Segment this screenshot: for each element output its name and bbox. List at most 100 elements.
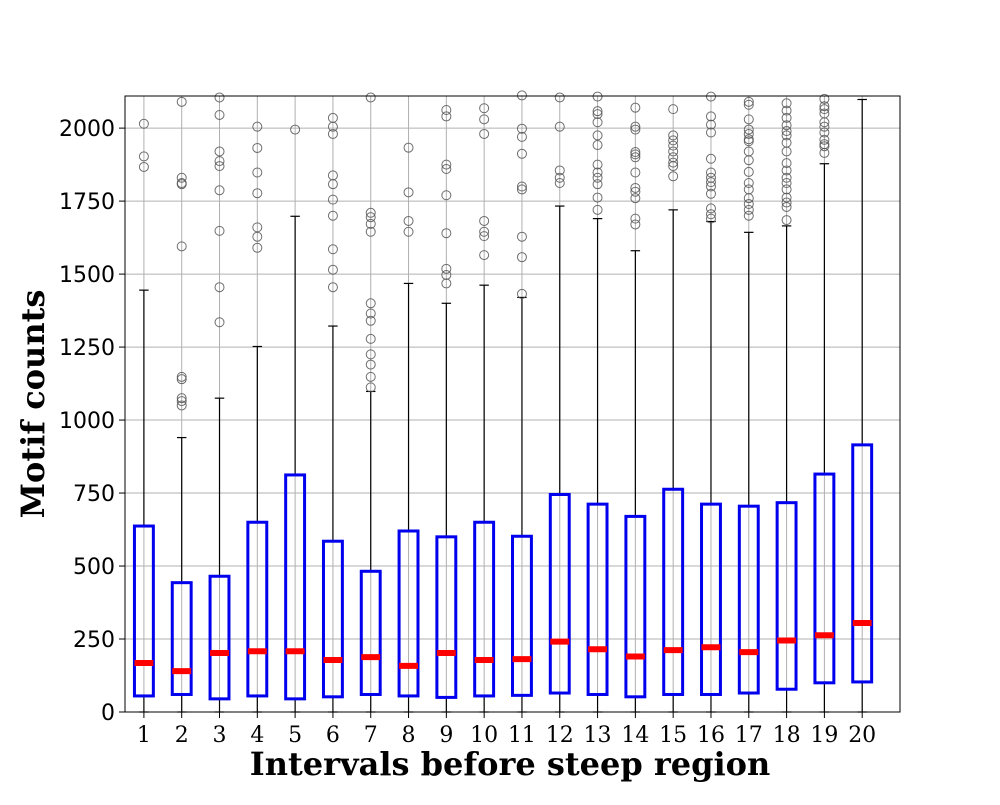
outlier-point [516,131,527,142]
outlier-point [176,396,187,407]
outlier-point [630,193,641,204]
iqr-box [208,574,231,701]
outlier-point [138,151,149,162]
iqr-box [246,520,269,698]
outlier-point [743,99,754,110]
y-tick-label: 1500 [59,263,115,288]
outlier-point [668,152,679,163]
box-group-20 [851,98,874,713]
outlier-point [214,146,225,157]
outlier-point [781,112,792,123]
outlier-point [365,92,376,103]
y-tick-label: 2000 [59,117,115,142]
x-tick-label: 9 [439,723,453,748]
outlier-point [743,128,754,139]
iqr-box [700,502,722,696]
x-tick-label: 5 [288,723,302,748]
iqr-box [662,487,685,696]
plot-frame [124,95,901,713]
outlier-point [176,374,187,385]
box-group-18 [775,98,798,713]
x-tick-label: 16 [697,723,725,748]
outlier-point [516,123,527,134]
outlier-point [592,179,603,190]
box-group-19 [813,93,836,713]
outlier-point [516,288,527,299]
x-tick-label: 13 [584,723,612,748]
outlier-point [819,93,830,104]
iqr-box [775,501,798,691]
x-tick-label: 4 [250,723,264,748]
box-group-17 [737,96,760,713]
outlier-point [630,219,641,230]
outlier-point [403,142,414,153]
outlier-point [705,213,716,224]
outlier-point [705,172,716,183]
outlier-point [176,172,187,183]
outlier-point [365,359,376,370]
outlier-point [781,158,792,169]
outlier-point [516,184,527,195]
outlier-point [705,153,716,164]
outlier-point [252,222,263,233]
outlier-point [214,317,225,328]
outlier-point [327,210,338,221]
outlier-point [441,190,452,201]
outlier-point [592,172,603,183]
outlier-point [516,148,527,159]
x-tick-label: 17 [735,723,763,748]
outlier-point [403,226,414,237]
outlier-point [819,127,830,138]
box-group-14 [624,102,647,713]
outlier-point [479,231,490,242]
box-group-9 [435,105,458,713]
x-tick-label: 8 [402,723,416,748]
outlier-point [516,181,527,192]
y-tick-label: 1000 [59,409,115,434]
outlier-point [630,213,641,224]
y-tick-label: 500 [73,555,115,580]
iqr-box [851,443,874,684]
outlier-point [705,209,716,220]
outlier-point [441,278,452,289]
outlier-point [781,105,792,116]
outlier-point [781,120,792,131]
outlier-point [592,192,603,203]
outlier-point [819,101,830,112]
outlier-point [630,186,641,197]
box-group-12 [548,92,571,713]
box-group-1 [132,118,155,713]
outlier-point [630,152,641,163]
outlier-point [214,185,225,196]
outlier-point [138,118,149,129]
outlier-point [327,244,338,255]
outlier-point [592,204,603,215]
outlier-point [365,382,376,393]
outlier-point [365,226,376,237]
outlier-point [781,197,792,208]
outlier-point [781,184,792,195]
outlier-point [252,167,263,178]
outlier-point [592,130,603,141]
outlier-point [592,91,603,102]
outlier-point [592,106,603,117]
outlier-point [705,119,716,130]
outlier-point [819,121,830,132]
outlier-point [441,163,452,174]
outlier-point [592,167,603,178]
y-tick-label: 750 [73,482,115,507]
iqr-box [435,535,458,699]
outlier-point [290,124,301,135]
outlier-point [479,128,490,139]
outlier-point [630,182,641,193]
outlier-point [365,315,376,326]
outlier-point [781,137,792,148]
iqr-box [813,472,836,685]
outlier-point [252,188,263,199]
outlier-point [214,282,225,293]
outlier-point [365,333,376,344]
outlier-point [743,96,754,107]
outlier-point [176,400,187,411]
outlier-point [668,157,679,168]
iqr-box [473,520,496,698]
